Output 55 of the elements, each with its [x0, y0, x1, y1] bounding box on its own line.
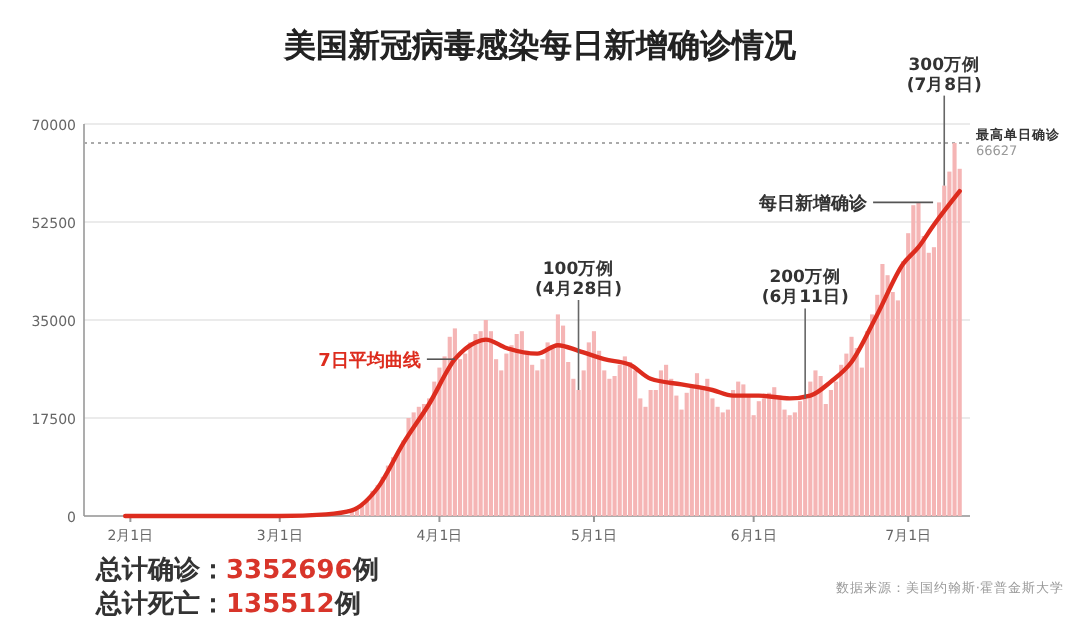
- annotation: 100万例 (4月28日): [535, 258, 623, 300]
- bar: [720, 412, 725, 516]
- bar: [452, 328, 457, 516]
- bar: [772, 387, 777, 516]
- bar: [504, 353, 509, 516]
- bar: [777, 395, 782, 516]
- bar: [545, 342, 550, 516]
- bar: [797, 401, 803, 516]
- bar: [633, 370, 638, 516]
- bar: [658, 370, 663, 516]
- text: 总计死亡：135512例: [94, 588, 361, 620]
- bar: [591, 331, 597, 516]
- line-series: [123, 189, 962, 519]
- bar: [952, 142, 957, 516]
- bar: [473, 334, 478, 516]
- annotation: 300万例 (7月8日): [906, 53, 983, 96]
- bar: [813, 370, 818, 516]
- bar: [514, 334, 519, 516]
- bar: [787, 415, 792, 516]
- bar: [849, 336, 854, 516]
- bar: [555, 314, 560, 516]
- bar: [828, 390, 833, 516]
- bar: [880, 264, 885, 516]
- bar: [406, 418, 411, 516]
- bar: [767, 392, 772, 516]
- bar: [447, 336, 452, 516]
- bar: [416, 406, 421, 516]
- bar: [411, 412, 416, 516]
- bar: [617, 364, 622, 516]
- bar: [483, 320, 488, 516]
- bar: [818, 376, 823, 516]
- bar: [911, 205, 916, 516]
- bar: [607, 378, 612, 516]
- bar: [730, 390, 736, 516]
- bar: [648, 390, 653, 516]
- bar: [761, 398, 767, 516]
- text: 每日新增确诊: [757, 193, 870, 216]
- bar: [684, 392, 689, 516]
- bar: [741, 384, 746, 516]
- bar: [519, 331, 524, 516]
- bar: [694, 373, 700, 516]
- chart-title: 美国新冠病毒感染每日新增确诊情况: [282, 26, 798, 64]
- bar: [622, 356, 627, 516]
- bar: [916, 202, 921, 516]
- bar: [627, 362, 633, 516]
- bar: [715, 406, 720, 516]
- bar: [705, 378, 710, 516]
- annotation: 200万例 (6月11日): [761, 266, 849, 309]
- bar: [664, 364, 669, 516]
- bar: [421, 404, 427, 516]
- bar: [468, 342, 473, 516]
- series-label: 7日平均曲线: [318, 350, 421, 373]
- bar: [756, 401, 761, 516]
- text: 总计确诊：3352696例: [94, 554, 379, 586]
- bar: [736, 381, 741, 516]
